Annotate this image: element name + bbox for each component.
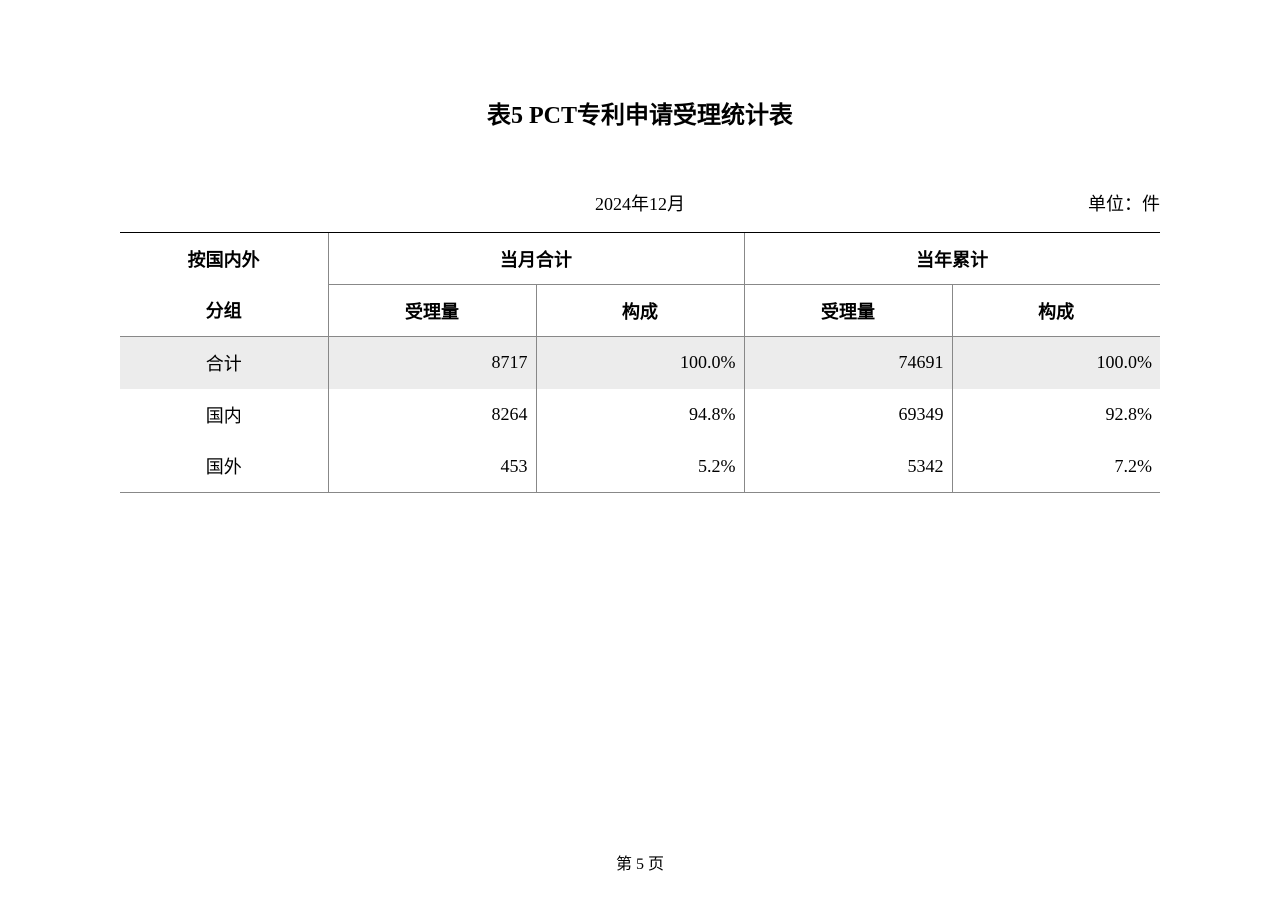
cell-y-comp: 92.8% xyxy=(952,389,1160,441)
cell-y-comp: 100.0% xyxy=(952,337,1160,389)
header-year-comp: 构成 xyxy=(952,285,1160,337)
page-footer: 第 5 页 xyxy=(0,850,1280,874)
row-label: 合计 xyxy=(120,337,328,389)
row-label: 国外 xyxy=(120,441,328,493)
table-row: 合计 8717 100.0% 74691 100.0% xyxy=(120,337,1160,389)
cell-y-acc: 69349 xyxy=(744,389,952,441)
table-row: 国内 8264 94.8% 69349 92.8% xyxy=(120,389,1160,441)
cell-y-acc: 74691 xyxy=(744,337,952,389)
cell-m-acc: 453 xyxy=(328,441,536,493)
header-month-comp: 构成 xyxy=(536,285,744,337)
cell-m-comp: 5.2% xyxy=(536,441,744,493)
cell-m-acc: 8264 xyxy=(328,389,536,441)
header-month-total: 当月合计 xyxy=(328,233,744,285)
report-date: 2024年12月 xyxy=(595,190,685,216)
row-label: 国内 xyxy=(120,389,328,441)
header-group-top: 按国内外 xyxy=(120,233,328,285)
unit-label: 单位：件 xyxy=(1088,190,1160,216)
cell-y-comp: 7.2% xyxy=(952,441,1160,493)
meta-row: 2024年12月 单位：件 xyxy=(120,190,1160,220)
cell-m-acc: 8717 xyxy=(328,337,536,389)
header-month-acc: 受理量 xyxy=(328,285,536,337)
table-row: 国外 453 5.2% 5342 7.2% xyxy=(120,441,1160,493)
stats-table: 按国内外 当月合计 当年累计 分组 受理量 构成 受理量 构成 合计 8717 … xyxy=(120,232,1160,493)
header-year-acc: 受理量 xyxy=(744,285,952,337)
cell-m-comp: 100.0% xyxy=(536,337,744,389)
cell-y-acc: 5342 xyxy=(744,441,952,493)
cell-m-comp: 94.8% xyxy=(536,389,744,441)
header-year-total: 当年累计 xyxy=(744,233,1160,285)
table-body: 合计 8717 100.0% 74691 100.0% 国内 8264 94.8… xyxy=(120,337,1160,493)
header-group-bottom: 分组 xyxy=(120,285,328,337)
page-title: 表5 PCT专利申请受理统计表 xyxy=(120,95,1160,130)
